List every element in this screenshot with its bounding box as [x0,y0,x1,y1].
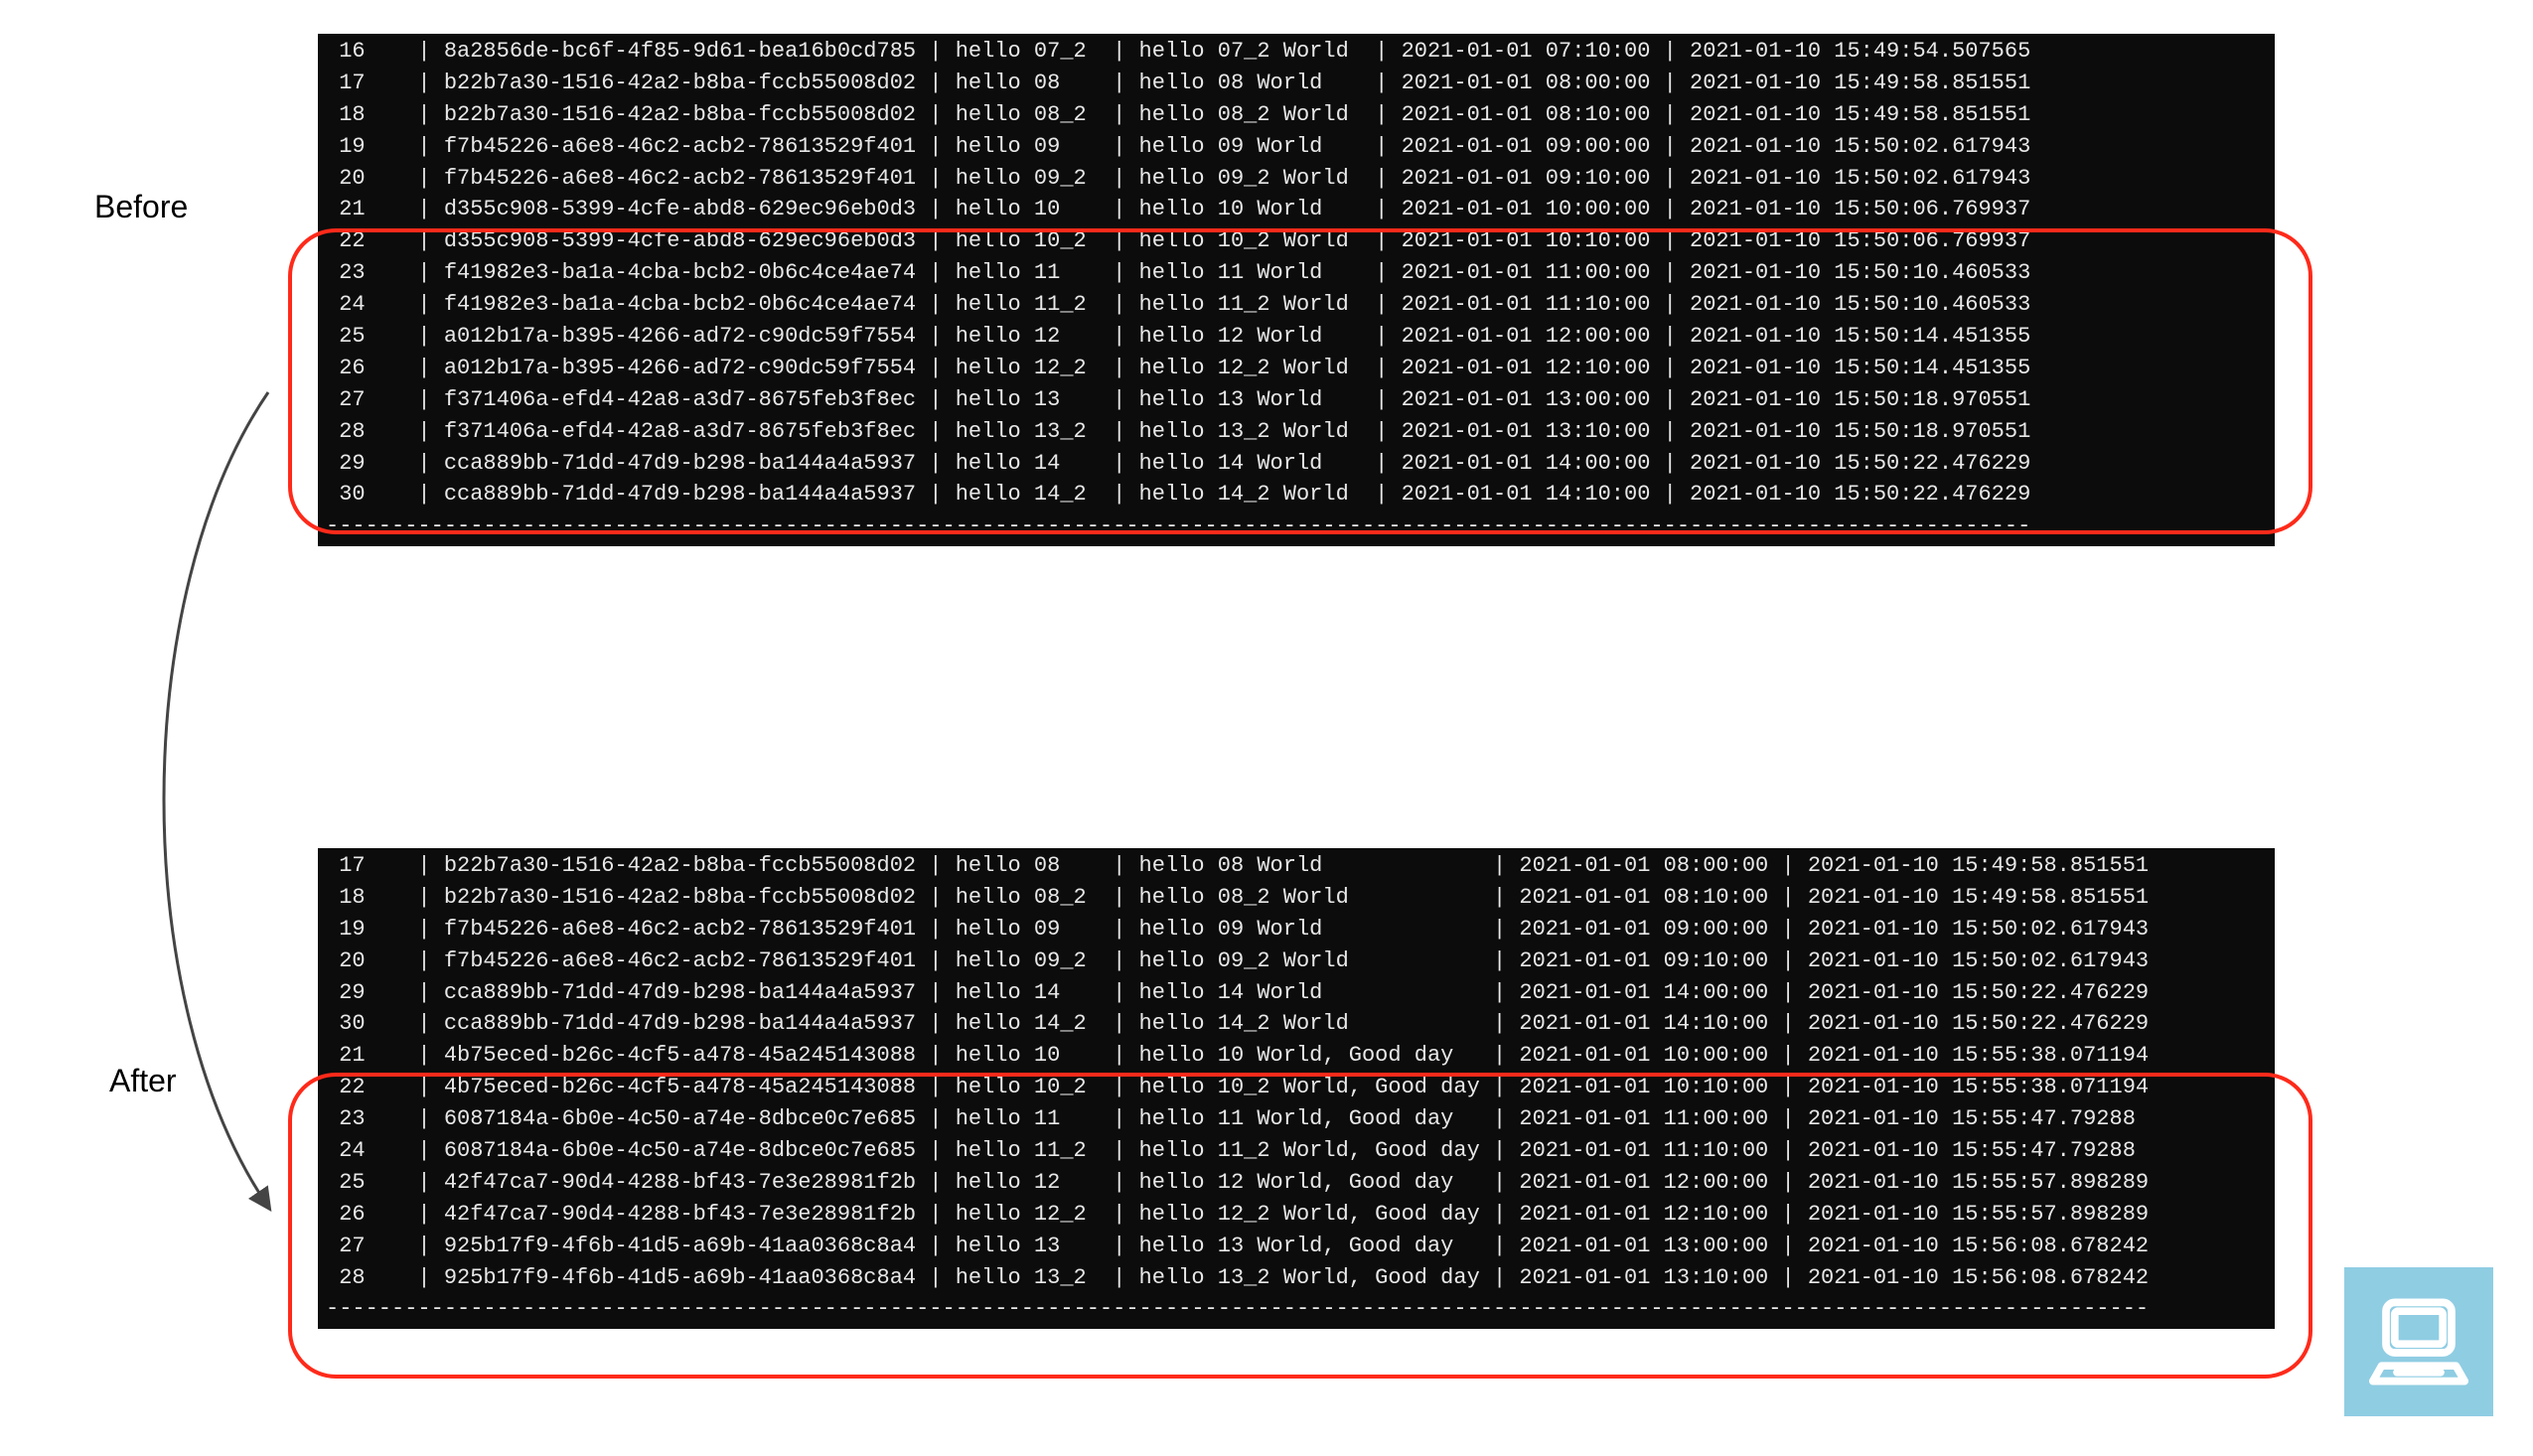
table-row: 18 | b22b7a30-1516-42a2-b8ba-fccb55008d0… [326,882,2267,914]
table-row: 21 | d355c908-5399-4cfe-abd8-629ec96eb0d… [326,194,2267,225]
table-row: 22 | d355c908-5399-4cfe-abd8-629ec96eb0d… [326,225,2267,257]
table-row: 23 | 6087184a-6b0e-4c50-a74e-8dbce0c7e68… [326,1103,2267,1135]
table-row: 26 | a012b17a-b395-4266-ad72-c90dc59f755… [326,353,2267,384]
table-row: 19 | f7b45226-a6e8-46c2-acb2-78613529f40… [326,131,2267,163]
before-label: Before [94,189,188,225]
table-row: 19 | f7b45226-a6e8-46c2-acb2-78613529f40… [326,914,2267,946]
table-footer: ----------------------------------------… [326,510,2267,542]
after-label: After [109,1063,177,1099]
laptop-icon [2344,1267,2493,1416]
table-row: 26 | 42f47ca7-90d4-4288-bf43-7e3e28981f2… [326,1199,2267,1231]
table-row: 25 | a012b17a-b395-4266-ad72-c90dc59f755… [326,321,2267,353]
table-footer: ----------------------------------------… [326,1293,2267,1325]
table-row: 17 | b22b7a30-1516-42a2-b8ba-fccb55008d0… [326,850,2267,882]
table-row: 20 | f7b45226-a6e8-46c2-acb2-78613529f40… [326,946,2267,977]
table-row: 24 | 6087184a-6b0e-4c50-a74e-8dbce0c7e68… [326,1135,2267,1167]
before-to-after-arrow [109,372,308,1246]
table-row: 29 | cca889bb-71dd-47d9-b298-ba144a4a593… [326,977,2267,1009]
after-terminal: 17 | b22b7a30-1516-42a2-b8ba-fccb55008d0… [318,848,2275,1329]
table-row: 30 | cca889bb-71dd-47d9-b298-ba144a4a593… [326,1008,2267,1040]
table-row: 16 | 8a2856de-bc6f-4f85-9d61-bea16b0cd78… [326,36,2267,68]
before-terminal: 16 | 8a2856de-bc6f-4f85-9d61-bea16b0cd78… [318,34,2275,546]
table-row: 20 | f7b45226-a6e8-46c2-acb2-78613529f40… [326,163,2267,195]
table-row: 29 | cca889bb-71dd-47d9-b298-ba144a4a593… [326,448,2267,480]
table-row: 21 | 4b75eced-b26c-4cf5-a478-45a24514308… [326,1040,2267,1072]
table-row: 25 | 42f47ca7-90d4-4288-bf43-7e3e28981f2… [326,1167,2267,1199]
table-row: 17 | b22b7a30-1516-42a2-b8ba-fccb55008d0… [326,68,2267,99]
table-row: 28 | 925b17f9-4f6b-41d5-a69b-41aa0368c8a… [326,1262,2267,1294]
table-row: 27 | f371406a-efd4-42a8-a3d7-8675feb3f8e… [326,384,2267,416]
table-row: 27 | 925b17f9-4f6b-41d5-a69b-41aa0368c8a… [326,1231,2267,1262]
table-row: 22 | 4b75eced-b26c-4cf5-a478-45a24514308… [326,1072,2267,1103]
table-row: 18 | b22b7a30-1516-42a2-b8ba-fccb55008d0… [326,99,2267,131]
table-row: 28 | f371406a-efd4-42a8-a3d7-8675feb3f8e… [326,416,2267,448]
table-row: 24 | f41982e3-ba1a-4cba-bcb2-0b6c4ce4ae7… [326,289,2267,321]
table-row: 30 | cca889bb-71dd-47d9-b298-ba144a4a593… [326,479,2267,510]
table-row: 23 | f41982e3-ba1a-4cba-bcb2-0b6c4ce4ae7… [326,257,2267,289]
